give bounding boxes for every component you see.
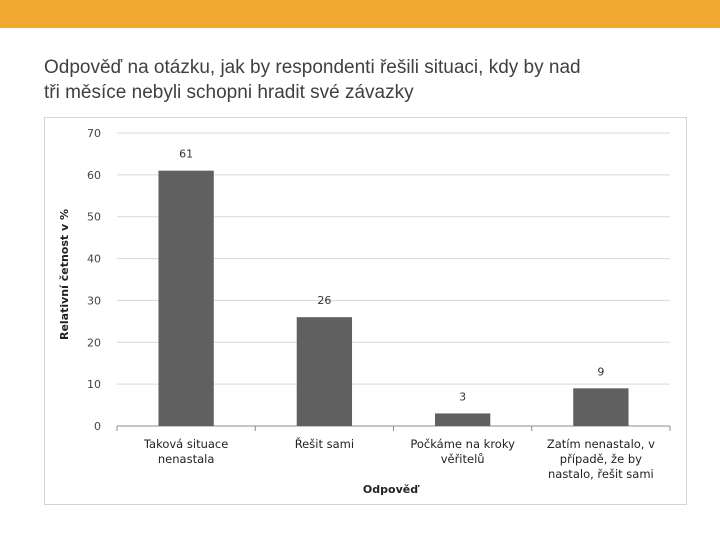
category-label: nenastala	[158, 452, 215, 466]
y-axis-title: Relativní četnost v %	[58, 209, 71, 340]
data-label: 3	[459, 390, 466, 403]
category-label: Počkáme na kroky	[410, 437, 515, 451]
chart-frame	[44, 117, 687, 505]
y-tick-label: 30	[87, 294, 101, 307]
y-tick-label: 40	[87, 253, 101, 266]
bar	[158, 170, 214, 426]
slide-title: Odpověď na otázku, jak by respondenti ře…	[44, 57, 581, 103]
category-label: případě, že by	[560, 452, 642, 466]
y-tick-label: 60	[87, 169, 101, 182]
category-label: Taková situace	[143, 437, 228, 451]
y-tick-label: 50	[87, 211, 101, 224]
category-label: Zatím nenastalo, v	[547, 437, 655, 451]
bar	[573, 388, 629, 426]
y-tick-label: 0	[94, 420, 101, 433]
bar	[296, 317, 353, 426]
x-axis-title: Odpověď	[363, 483, 420, 496]
category-label: Řešit sami	[295, 436, 354, 451]
data-label: 9	[597, 365, 604, 378]
header-accent-bar	[0, 0, 720, 28]
category-label: věřitelů	[441, 452, 485, 466]
category-label: nastalo, řešit sami	[548, 467, 654, 481]
data-label: 61	[179, 148, 193, 161]
y-tick-label: 20	[87, 336, 101, 349]
y-tick-label: 70	[87, 127, 101, 140]
y-tick-label: 10	[87, 378, 101, 391]
data-label: 26	[317, 294, 331, 307]
bar	[434, 413, 491, 426]
